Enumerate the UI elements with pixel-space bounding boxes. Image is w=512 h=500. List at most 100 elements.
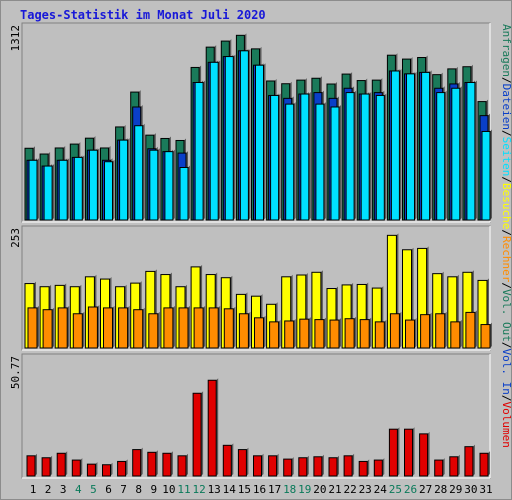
x-tick-label-8: 8: [135, 483, 142, 496]
bar-volumen-19: [298, 457, 308, 477]
x-tick-label-24: 24: [374, 483, 388, 496]
x-tick-label-31: 31: [479, 483, 492, 496]
bar-rechner-26: [405, 319, 415, 349]
x-tick-label-28: 28: [434, 483, 447, 496]
bar-rechner-17: [269, 321, 280, 349]
x-tick-label-23: 23: [359, 483, 372, 496]
bar-volumen-13: [207, 379, 217, 477]
bar-rechner-22: [344, 318, 355, 349]
bar-rechner-10: [163, 307, 174, 349]
x-tick-label-19: 19: [298, 483, 311, 496]
bar-volumen-23: [358, 460, 368, 477]
x-tick-label-4: 4: [75, 483, 82, 496]
bar-rechner-29: [450, 321, 461, 349]
bar-volumen-11: [177, 455, 187, 477]
bar-rechner-16: [254, 317, 264, 349]
bar-volumen-21: [328, 457, 338, 477]
bar-rechner-27: [420, 314, 431, 349]
bar-rechner-7: [118, 307, 129, 349]
x-tick-label-6: 6: [105, 483, 112, 496]
bar-volumen-20: [313, 456, 323, 477]
y-max-label-1: 1312: [9, 25, 22, 52]
bar-rechner-12: [193, 307, 204, 349]
x-tick-label-11: 11: [177, 483, 190, 496]
x-tick-label-30: 30: [464, 483, 477, 496]
bar-volumen-16: [253, 455, 262, 477]
bar-rechner-14: [223, 308, 234, 349]
x-tick-label-18: 18: [283, 483, 296, 496]
legend-item-seiten: Seiten: [500, 137, 512, 177]
x-tick-label-25: 25: [389, 483, 402, 496]
legend-separator: /: [500, 130, 512, 137]
x-tick-label-10: 10: [162, 483, 175, 496]
legend-item-volumen: Volumen: [500, 402, 512, 448]
bar-seiten-29: [451, 87, 461, 221]
bar-seiten-23: [360, 93, 370, 221]
x-tick-label-17: 17: [268, 483, 281, 496]
bar-rechner-18: [284, 320, 295, 349]
bar-seiten-12: [194, 82, 204, 221]
bar-seiten-16: [255, 64, 264, 221]
bar-volumen-28: [434, 459, 444, 477]
bar-volumen-7: [117, 460, 127, 477]
legend-item-besuche: Besuche: [500, 183, 512, 229]
legend-separator: /: [500, 282, 512, 289]
bar-volumen-17: [268, 455, 278, 477]
bar-volumen-8: [132, 449, 142, 477]
bar-rechner-8: [133, 309, 144, 349]
bar-volumen-5: [86, 463, 96, 477]
bar-rechner-30: [465, 311, 476, 349]
legend-item-dateien: Dateien: [500, 84, 512, 130]
x-tick-label-14: 14: [223, 483, 237, 496]
bar-seiten-20: [315, 103, 325, 221]
bar-seiten-15: [239, 50, 249, 221]
bar-seiten-27: [421, 71, 431, 221]
page-title: Tages-Statistik im Monat Juli 2020: [20, 8, 266, 22]
x-tick-label-13: 13: [208, 483, 221, 496]
bar-volumen-10: [162, 452, 172, 477]
x-tick-label-22: 22: [343, 483, 356, 496]
bar-rechner-11: [178, 307, 189, 349]
x-tick-label-16: 16: [253, 483, 266, 496]
bar-volumen-1: [26, 455, 36, 477]
bar-rechner-5: [87, 306, 98, 349]
bar-rechner-28: [435, 313, 446, 349]
bar-seiten-10: [164, 151, 174, 221]
bar-rechner-7-side: [127, 305, 130, 348]
x-tick-label-29: 29: [449, 483, 462, 496]
x-tick-label-5: 5: [90, 483, 97, 496]
legend-item-rechner: Rechner: [500, 236, 512, 283]
bar-seiten-5: [88, 149, 98, 221]
bar-rechner-1: [27, 307, 38, 349]
bar-seiten-17: [270, 94, 280, 221]
legend-separator: /: [500, 229, 512, 236]
bar-rechner-25: [389, 313, 400, 349]
bar-seiten-24: [375, 94, 385, 221]
x-tick-label-1: 1: [30, 483, 37, 496]
bar-seiten-19: [300, 93, 310, 221]
bar-volumen-30: [464, 446, 474, 477]
bar-volumen-3: [56, 452, 66, 477]
bar-volumen-15: [237, 449, 247, 477]
x-tick-label-2: 2: [45, 483, 52, 496]
bar-volumen-18: [283, 458, 293, 477]
legend-separator: /: [500, 395, 512, 402]
bar-seiten-4: [73, 156, 83, 221]
bar-volumen-24: [373, 459, 383, 477]
bar-seiten-26: [406, 73, 415, 221]
legend-separator: /: [500, 342, 512, 349]
x-tick-label-15: 15: [238, 483, 251, 496]
bar-rechner-9: [148, 313, 159, 349]
bar-seiten-22: [345, 92, 355, 221]
x-tick-label-20: 20: [313, 483, 326, 496]
bar-volumen-2: [41, 457, 51, 477]
x-tick-label-3: 3: [60, 483, 67, 496]
series-legend: Anfragen/Dateien/Seiten/Besuche/Rechner/…: [500, 24, 512, 448]
bar-rechner-2: [42, 309, 53, 349]
bar-volumen-29: [449, 456, 459, 477]
bar-seiten-21: [330, 106, 340, 221]
bar-seiten-25: [390, 70, 400, 221]
bar-volumen-9: [147, 451, 157, 477]
x-tick-label-12: 12: [192, 483, 205, 496]
